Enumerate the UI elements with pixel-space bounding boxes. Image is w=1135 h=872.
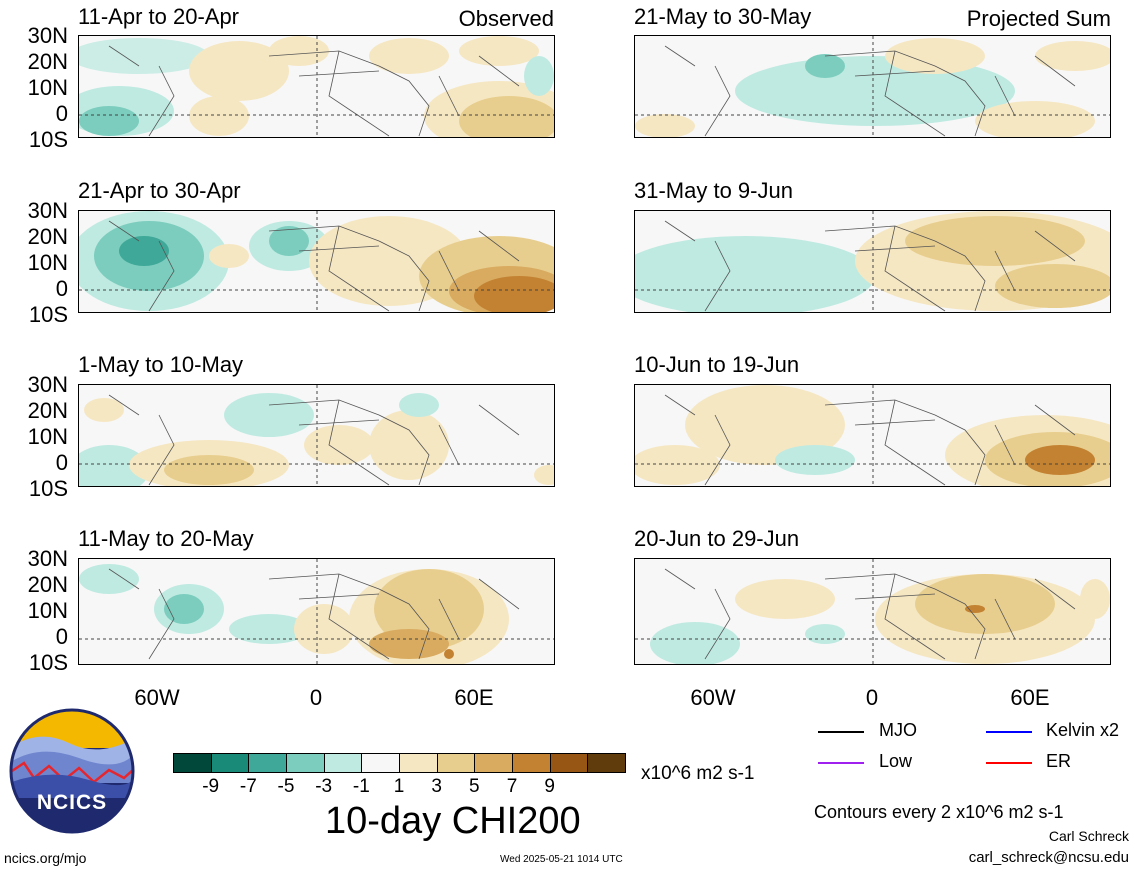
lat-label: 30N (27, 23, 68, 48)
lat-label: 10S (28, 302, 68, 327)
colorbar-swatch (399, 753, 438, 773)
map-plot (634, 210, 1111, 313)
colorbar-swatch (361, 753, 400, 773)
lon-label: 60E (1010, 685, 1050, 710)
map-plot (634, 384, 1111, 487)
colorbar-tick-label: 1 (393, 776, 405, 797)
lat-label: 0 (55, 101, 68, 126)
timestamp: Wed 2025-05-21 1014 UTC (500, 854, 623, 865)
lat-label: 10S (28, 650, 68, 675)
lat-label: 20N (27, 572, 68, 597)
lat-label: 10S (28, 127, 68, 152)
map-plot (634, 558, 1111, 665)
lat-label: 30N (27, 198, 68, 223)
lon-label: 60W (134, 685, 180, 710)
legend-label: Low (879, 751, 913, 771)
legend-label: MJO (879, 720, 917, 740)
lon-label: 0 (865, 685, 879, 710)
colorbar-swatch (248, 753, 287, 773)
lat-label: 30N (27, 372, 68, 397)
colorbar-tick-label: -3 (315, 776, 333, 797)
colorbar-swatch (173, 753, 212, 773)
colorbar-tick-label: 9 (544, 776, 555, 797)
colorbar-swatch (286, 753, 325, 773)
site-link[interactable]: ncics.org/mjo (4, 850, 87, 866)
colorbar-tick-label: -5 (277, 776, 295, 797)
colorbar-swatch (323, 753, 363, 773)
colorbar-tick-label: -1 (352, 776, 370, 797)
colorbar-tick-label: 3 (431, 776, 442, 797)
lat-label: 20N (27, 49, 68, 74)
lat-label: 30N (27, 546, 68, 571)
panel-title: 31-May to 9-Jun (634, 178, 793, 203)
colorbar-tick-label: -7 (239, 776, 257, 797)
colorbar-tick-label: 7 (506, 776, 518, 797)
lat-label: 0 (55, 624, 68, 649)
legend-line-kelvin (986, 731, 1032, 733)
panel-title: 21-Apr to 30-Apr (78, 178, 241, 203)
panel-title: 11-Apr to 20-Apr (78, 4, 240, 29)
map-plot (78, 210, 555, 313)
map-plot (634, 35, 1111, 138)
panel-corner-label: Projected Sum (966, 6, 1111, 31)
map-plot (78, 384, 555, 487)
colorbar-swatch (436, 753, 476, 773)
colorbar-swatch (587, 753, 626, 773)
map-plot (78, 558, 555, 665)
colorbar-swatch (210, 753, 250, 773)
panel-title: 10-Jun to 19-Jun (634, 352, 800, 377)
legend-label: Kelvin x2 (1046, 720, 1120, 740)
lat-label: 10N (27, 424, 68, 449)
colorbar-swatch (512, 753, 551, 773)
colorbar-swatch (474, 753, 513, 773)
ncics-logo: NCICS (9, 708, 135, 834)
colorbar-swatch (549, 753, 589, 773)
legend-label: ER (1046, 751, 1072, 771)
colorbar-tick-label: -9 (202, 776, 220, 797)
lon-label: 0 (309, 685, 323, 710)
map-plot (78, 35, 555, 138)
logo-text: NCICS (36, 791, 108, 814)
lat-label: 0 (55, 276, 68, 301)
panel-corner-label: Observed (458, 6, 554, 31)
lat-label: 10N (27, 598, 68, 623)
contours-note: Contours every 2 x10^6 m2 s-1 (814, 802, 1064, 822)
author: Carl Schreck (1048, 828, 1129, 844)
lat-label: 0 (55, 450, 68, 475)
lon-label: 60E (454, 685, 494, 710)
author-email: carl_schreck@ncsu.edu (968, 849, 1129, 866)
legend-line-low (818, 762, 864, 764)
panel-title: 11-May to 20-May (78, 526, 254, 551)
lon-label: 60W (690, 685, 736, 710)
colorbar: -9 -7 -5 -3 -1 1 3 5 7 9 (173, 753, 626, 797)
colorbar-title: 10-day CHI200 (325, 800, 581, 842)
legend-line-er (986, 762, 1032, 764)
colorbar-tick-label: 5 (469, 776, 480, 797)
lat-label: 10S (28, 476, 68, 501)
lat-label: 20N (27, 398, 68, 423)
panel-title: 21-May to 30-May (634, 4, 812, 29)
lat-label: 10N (27, 250, 68, 275)
panel-title: 20-Jun to 29-Jun (634, 526, 800, 551)
lat-label: 10N (27, 75, 68, 100)
lat-label: 20N (27, 224, 68, 249)
legend-line-mjo (818, 731, 864, 733)
panel-title: 1-May to 10-May (78, 352, 244, 377)
colorbar-units: x10^6 m2 s-1 (641, 763, 755, 784)
